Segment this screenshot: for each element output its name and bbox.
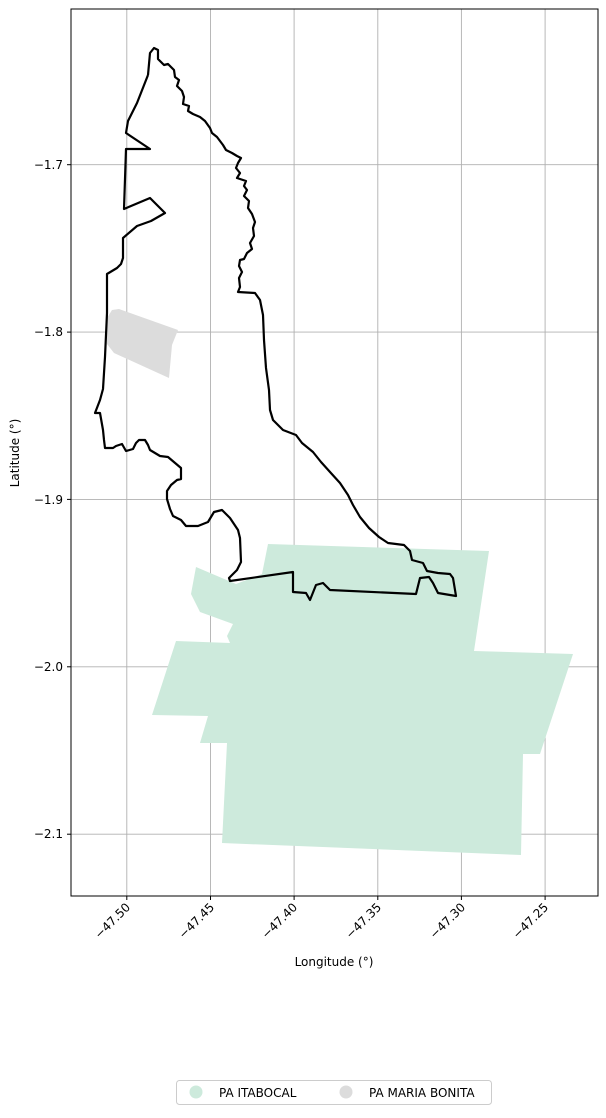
legend-frame	[176, 1080, 492, 1105]
boundary-outline	[93, 46, 458, 602]
y-tick-label: −2.0	[34, 660, 63, 674]
x-tick-label: −47.40	[259, 900, 300, 941]
legend-marker-maria-bonita	[339, 1085, 353, 1099]
x-tick-label: −47.45	[176, 900, 217, 941]
axes-frame	[70, 8, 599, 897]
y-tick-label: −2.1	[34, 827, 63, 841]
legend: PA ITABOCAL PA MARIA BONITA	[176, 1080, 492, 1105]
y-axis-label: Latitude (°)	[8, 419, 22, 488]
y-tick-label: −1.8	[34, 325, 63, 339]
y-tick-label: −1.9	[34, 493, 63, 507]
x-axis-label: Longitude (°)	[295, 955, 374, 969]
x-tick-label: −47.30	[427, 900, 468, 941]
maria-bonita-polygon	[107, 309, 178, 378]
x-tick-label: −47.50	[92, 900, 133, 941]
legend-label: PA MARIA BONITA	[369, 1086, 475, 1100]
itabocal-polygon	[152, 544, 573, 855]
legend-marker-itabocal	[189, 1085, 203, 1099]
x-tick-label: −47.35	[343, 900, 384, 941]
legend-label: PA ITABOCAL	[219, 1086, 297, 1100]
x-tick-label: −47.25	[510, 900, 551, 941]
y-tick-label: −1.7	[34, 158, 63, 172]
ticks	[67, 164, 546, 900]
